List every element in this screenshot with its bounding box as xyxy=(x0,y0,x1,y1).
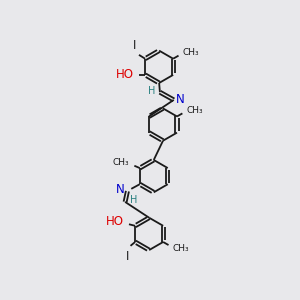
Text: CH₃: CH₃ xyxy=(172,244,189,253)
Text: H: H xyxy=(148,86,155,96)
Text: I: I xyxy=(133,39,136,52)
Text: CH₃: CH₃ xyxy=(182,48,199,57)
Text: I: I xyxy=(126,250,129,263)
Text: HO: HO xyxy=(116,68,134,81)
Text: CH₃: CH₃ xyxy=(112,158,129,167)
Text: N: N xyxy=(116,183,125,196)
Text: CH₃: CH₃ xyxy=(186,106,203,115)
Text: HO: HO xyxy=(106,215,124,229)
Text: N: N xyxy=(176,93,185,106)
Text: H: H xyxy=(130,195,137,206)
